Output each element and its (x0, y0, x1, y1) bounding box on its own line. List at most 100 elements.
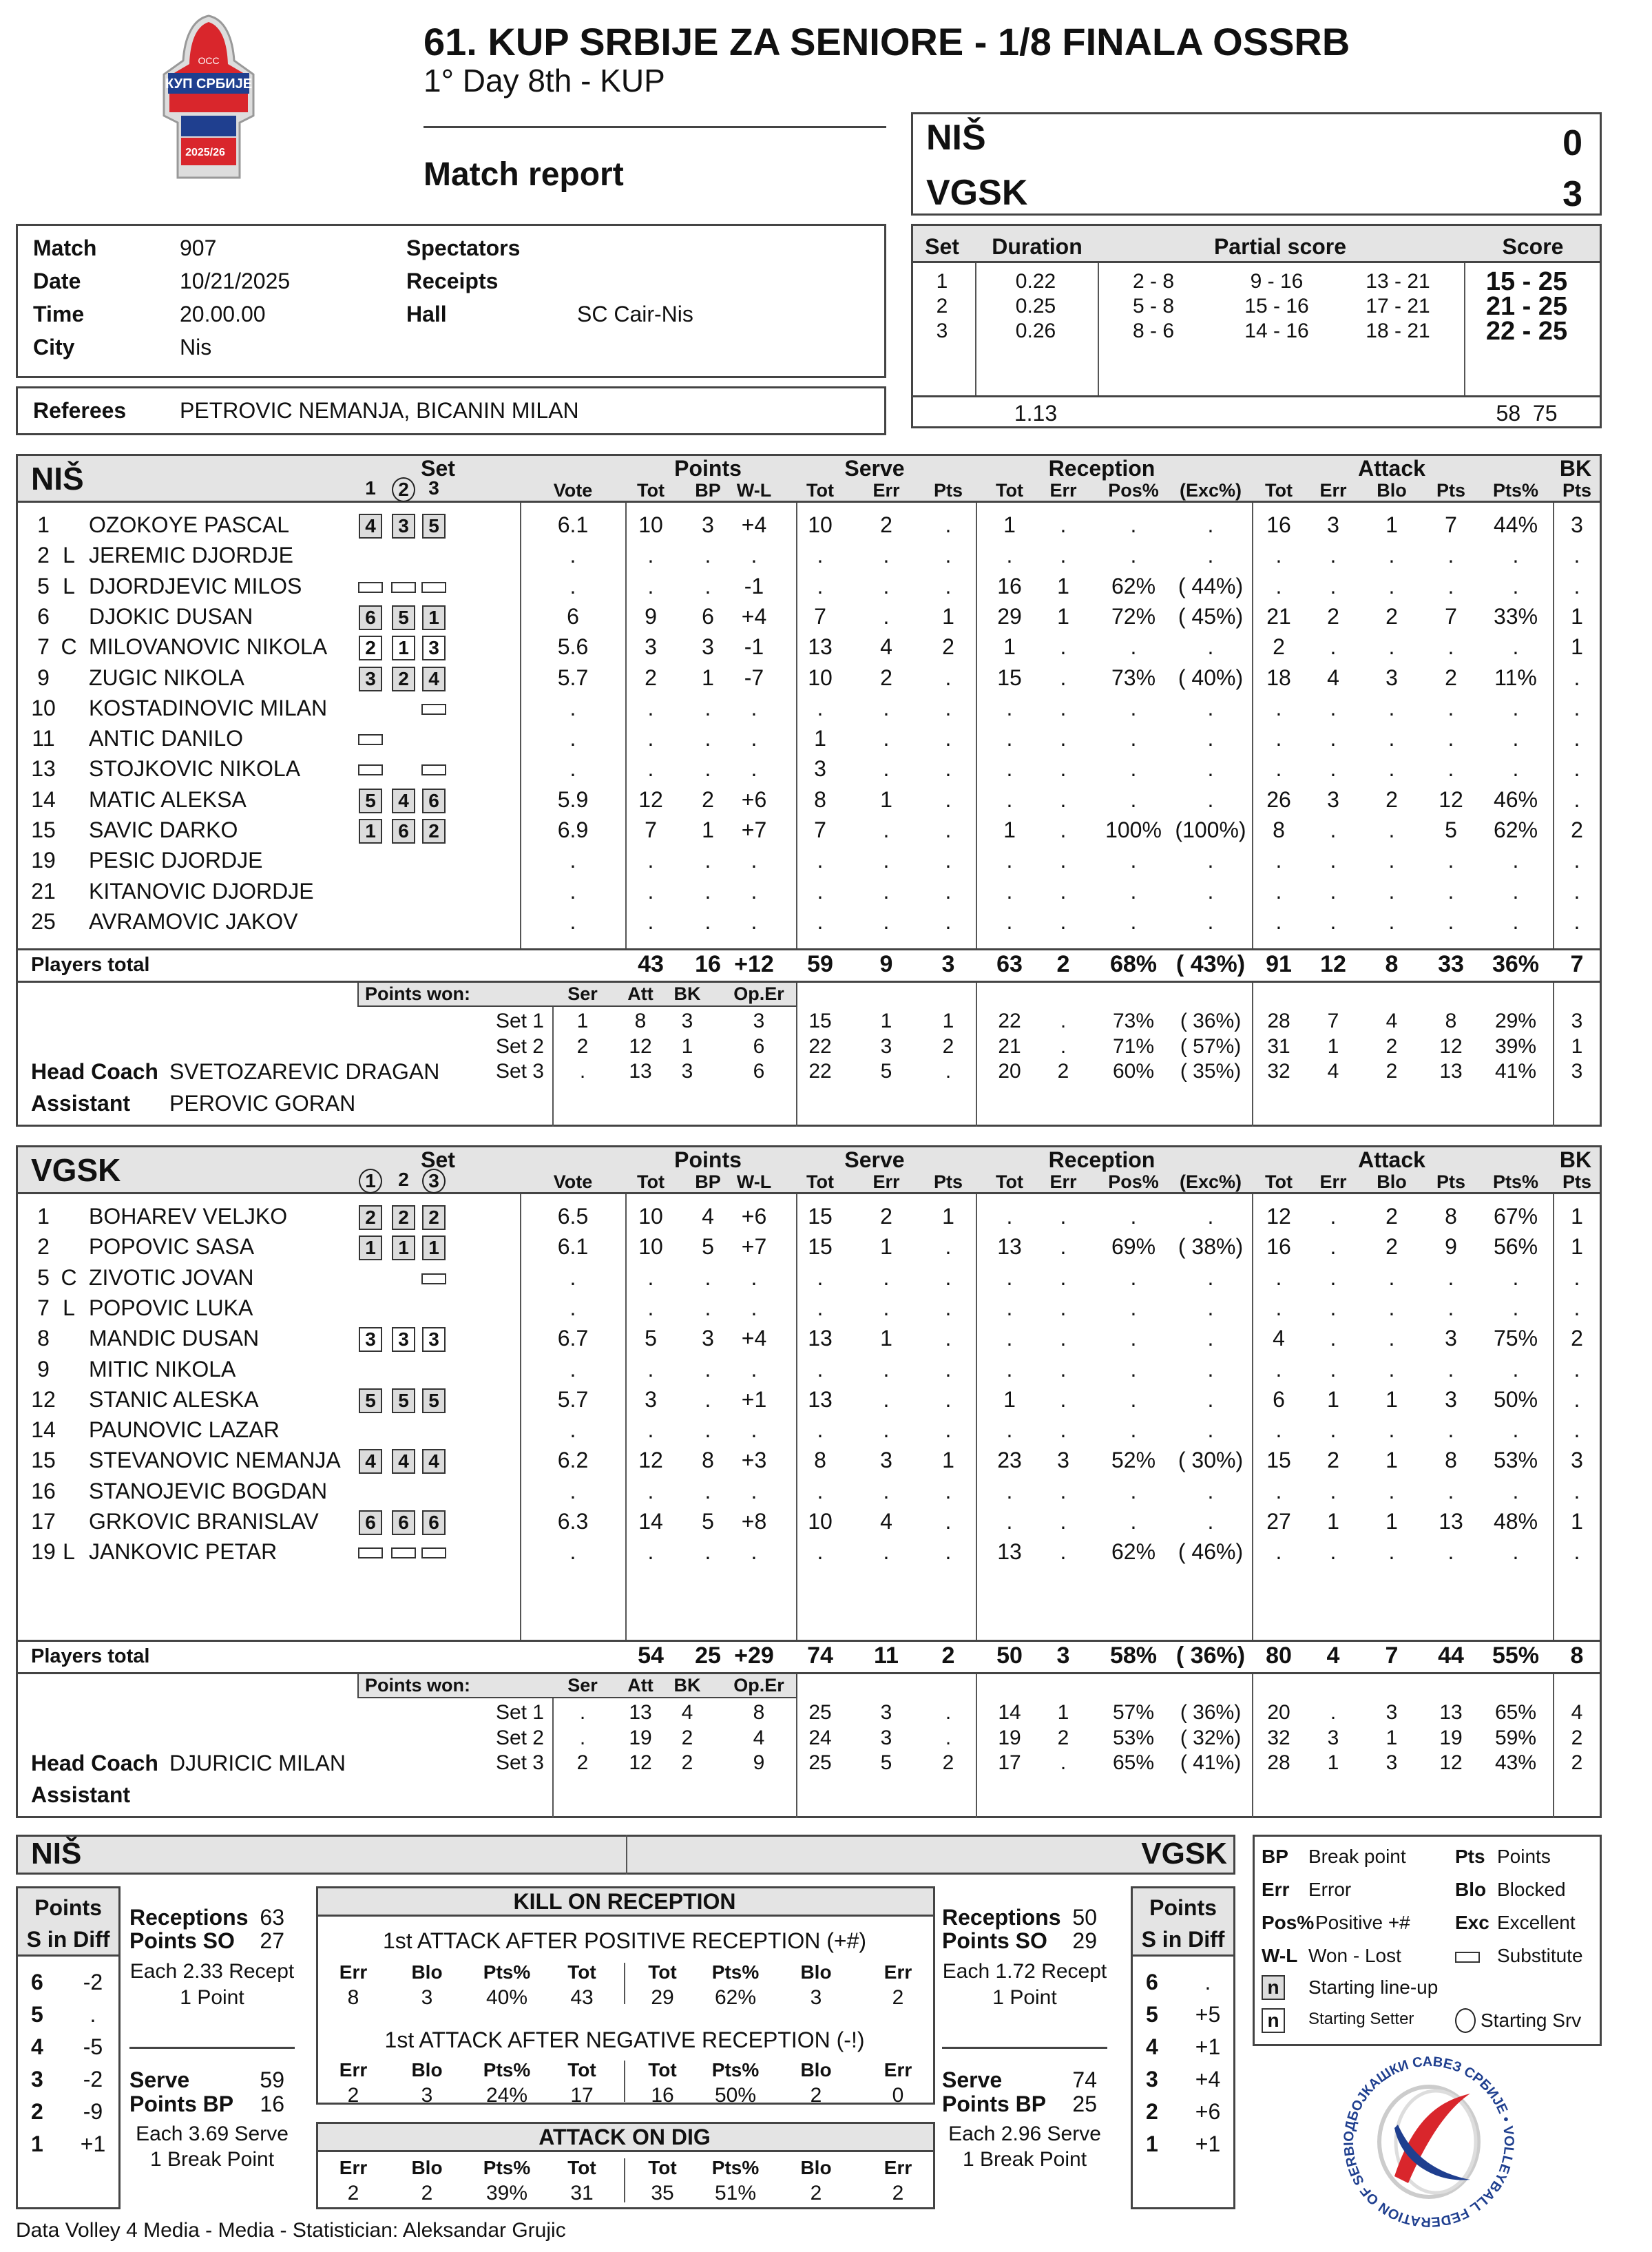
stat-cell: 2 (880, 512, 892, 537)
points-won-col: Op.Er (733, 1675, 784, 1696)
starting-lineup-position: 6 (422, 1510, 446, 1535)
set-stat-cell: 65% (1112, 1751, 1155, 1774)
stat-cell: ( 44%) (1178, 573, 1244, 598)
set-stat-cell: 4 (1327, 1060, 1339, 1083)
kill-positive-value: 8 (347, 1986, 359, 2009)
stat-cell: . (704, 543, 711, 568)
column-divider (552, 1698, 554, 1818)
set-stat-cell: 1 (942, 1010, 954, 1032)
starting-lineup-position: 1 (359, 819, 382, 844)
stat-cell: 10 (638, 512, 663, 537)
player-name: ANTIC DANILO (89, 726, 244, 751)
stat-cell: . (1447, 695, 1454, 720)
stat-cell: 5.6 (557, 634, 589, 660)
stat-cell: . (945, 1326, 952, 1351)
stat-cell: 29 (997, 603, 1022, 629)
stat-cell: 3 (702, 1326, 714, 1351)
stat-cell: 67% (1493, 1204, 1538, 1229)
stat-cell: . (883, 878, 890, 904)
spectators-label: Spectators (406, 236, 521, 260)
set-stat-cell: 20 (1267, 1701, 1290, 1724)
set-stat-cell: 5 (880, 1751, 892, 1774)
player-row: 12 STANIC ALESKA 5 5 5 5.7 3. +1 13.. 1... 6 1 1 3 50%… (0, 1387, 1584, 1417)
total-cell: +12 (734, 951, 774, 977)
partial-score: 8 - 6 (1132, 320, 1175, 342)
column-header: Pts (1436, 480, 1466, 501)
stat-cell: 16 (997, 573, 1022, 598)
stat-cell: 62% (1111, 573, 1156, 598)
stat-cell: 8 (1445, 1204, 1457, 1229)
negative-reception-title: 1st ATTACK AFTER NEGATIVE RECEPTION (-!) (384, 2027, 865, 2052)
stat-cell: . (883, 1539, 890, 1565)
stat-cell: +1 (741, 1386, 767, 1412)
set-number-header: 3 (428, 477, 439, 499)
stat-cell: 1 (1386, 1386, 1398, 1412)
stat-cell: . (647, 1539, 654, 1565)
stat-cell: . (647, 726, 654, 751)
stat-cell: 75% (1493, 1326, 1538, 1351)
stat-cell: . (1130, 1204, 1137, 1229)
total-cell: 33 (1438, 951, 1464, 977)
set-number-header: 2 (392, 477, 415, 502)
column-divider (976, 1673, 977, 1818)
set-stat-cell: ( 57%) (1180, 1034, 1242, 1058)
stat-cell: . (1275, 1539, 1282, 1565)
total-cell: 11 (874, 1643, 899, 1669)
set-stat-cell: 4 (1386, 1010, 1398, 1032)
rotation-diff: -2 (83, 2067, 103, 2092)
substitute-icon (391, 1547, 416, 1559)
stat-cell: 8 (814, 1448, 826, 1473)
stat-cell: . (1207, 1326, 1214, 1351)
svg-text:OCC: OCC (198, 55, 219, 66)
stat-cell: . (751, 1356, 757, 1382)
set-stat-cell: 73% (1112, 1010, 1155, 1032)
stat-cell: . (1388, 848, 1395, 873)
dig-col-label: Pts% (483, 2157, 531, 2178)
player-number: 9 (37, 665, 50, 690)
set-stat-cell: 53% (1112, 1726, 1155, 1749)
stat-cell: 5.7 (557, 665, 589, 690)
stat-cell: 1 (814, 726, 826, 751)
points-won-header (357, 983, 797, 1007)
time-label: Time (33, 302, 85, 326)
column-group-bk: BK (1559, 1147, 1592, 1172)
set-stat-cell: . (579, 1726, 586, 1749)
points-won-col: BK (673, 1675, 701, 1696)
stat-cell: . (1207, 512, 1214, 537)
stat-cell: 8 (1445, 1448, 1457, 1473)
set-stats-label: Set 1 (495, 1010, 544, 1032)
legend-description: Error (1308, 1879, 1352, 1900)
column-group-set: Set (421, 1147, 455, 1172)
set-stat-cell: 8 (634, 1010, 647, 1032)
stat-cell: +4 (741, 1326, 767, 1351)
kill-col-label: Blo (800, 2059, 832, 2081)
player-number: 7 (37, 634, 50, 660)
stat-cell: . (1388, 543, 1395, 568)
stat-cell: 10 (638, 1234, 663, 1260)
starting-lineup-position: 1 (359, 1236, 382, 1261)
starting-lineup-position: 5 (359, 788, 382, 813)
points-so-label: Points SO (129, 1928, 235, 1953)
stat-cell: 1 (942, 603, 954, 629)
player-number: 8 (37, 1326, 50, 1351)
player-name: POPOVIC SASA (89, 1234, 255, 1260)
away-sets-won: 3 (1562, 174, 1582, 214)
stat-cell: . (647, 756, 654, 782)
partial-score: 13 - 21 (1366, 270, 1430, 293)
stat-cell: . (945, 1386, 952, 1412)
stat-cell: . (1207, 1509, 1214, 1534)
stat-cell: 2 (1327, 1448, 1339, 1473)
stat-cell: 1 (1003, 1386, 1016, 1412)
dig-value: 2 (347, 2182, 359, 2204)
stat-cell: 6.9 (557, 817, 589, 842)
stat-cell: -1 (744, 573, 764, 598)
total-duration: 1.13 (1014, 401, 1058, 426)
total-cell: 74 (807, 1643, 833, 1669)
stat-cell: . (1573, 848, 1580, 873)
stat-cell: . (751, 756, 757, 782)
player-row: 25 AVRAMOVIC JAKOV................. (0, 909, 1584, 939)
set-stats-label: Set 3 (495, 1060, 544, 1083)
column-header: (Exc%) (1179, 480, 1242, 501)
stat-cell: ( 40%) (1178, 665, 1244, 690)
stat-cell: . (1207, 1478, 1214, 1503)
